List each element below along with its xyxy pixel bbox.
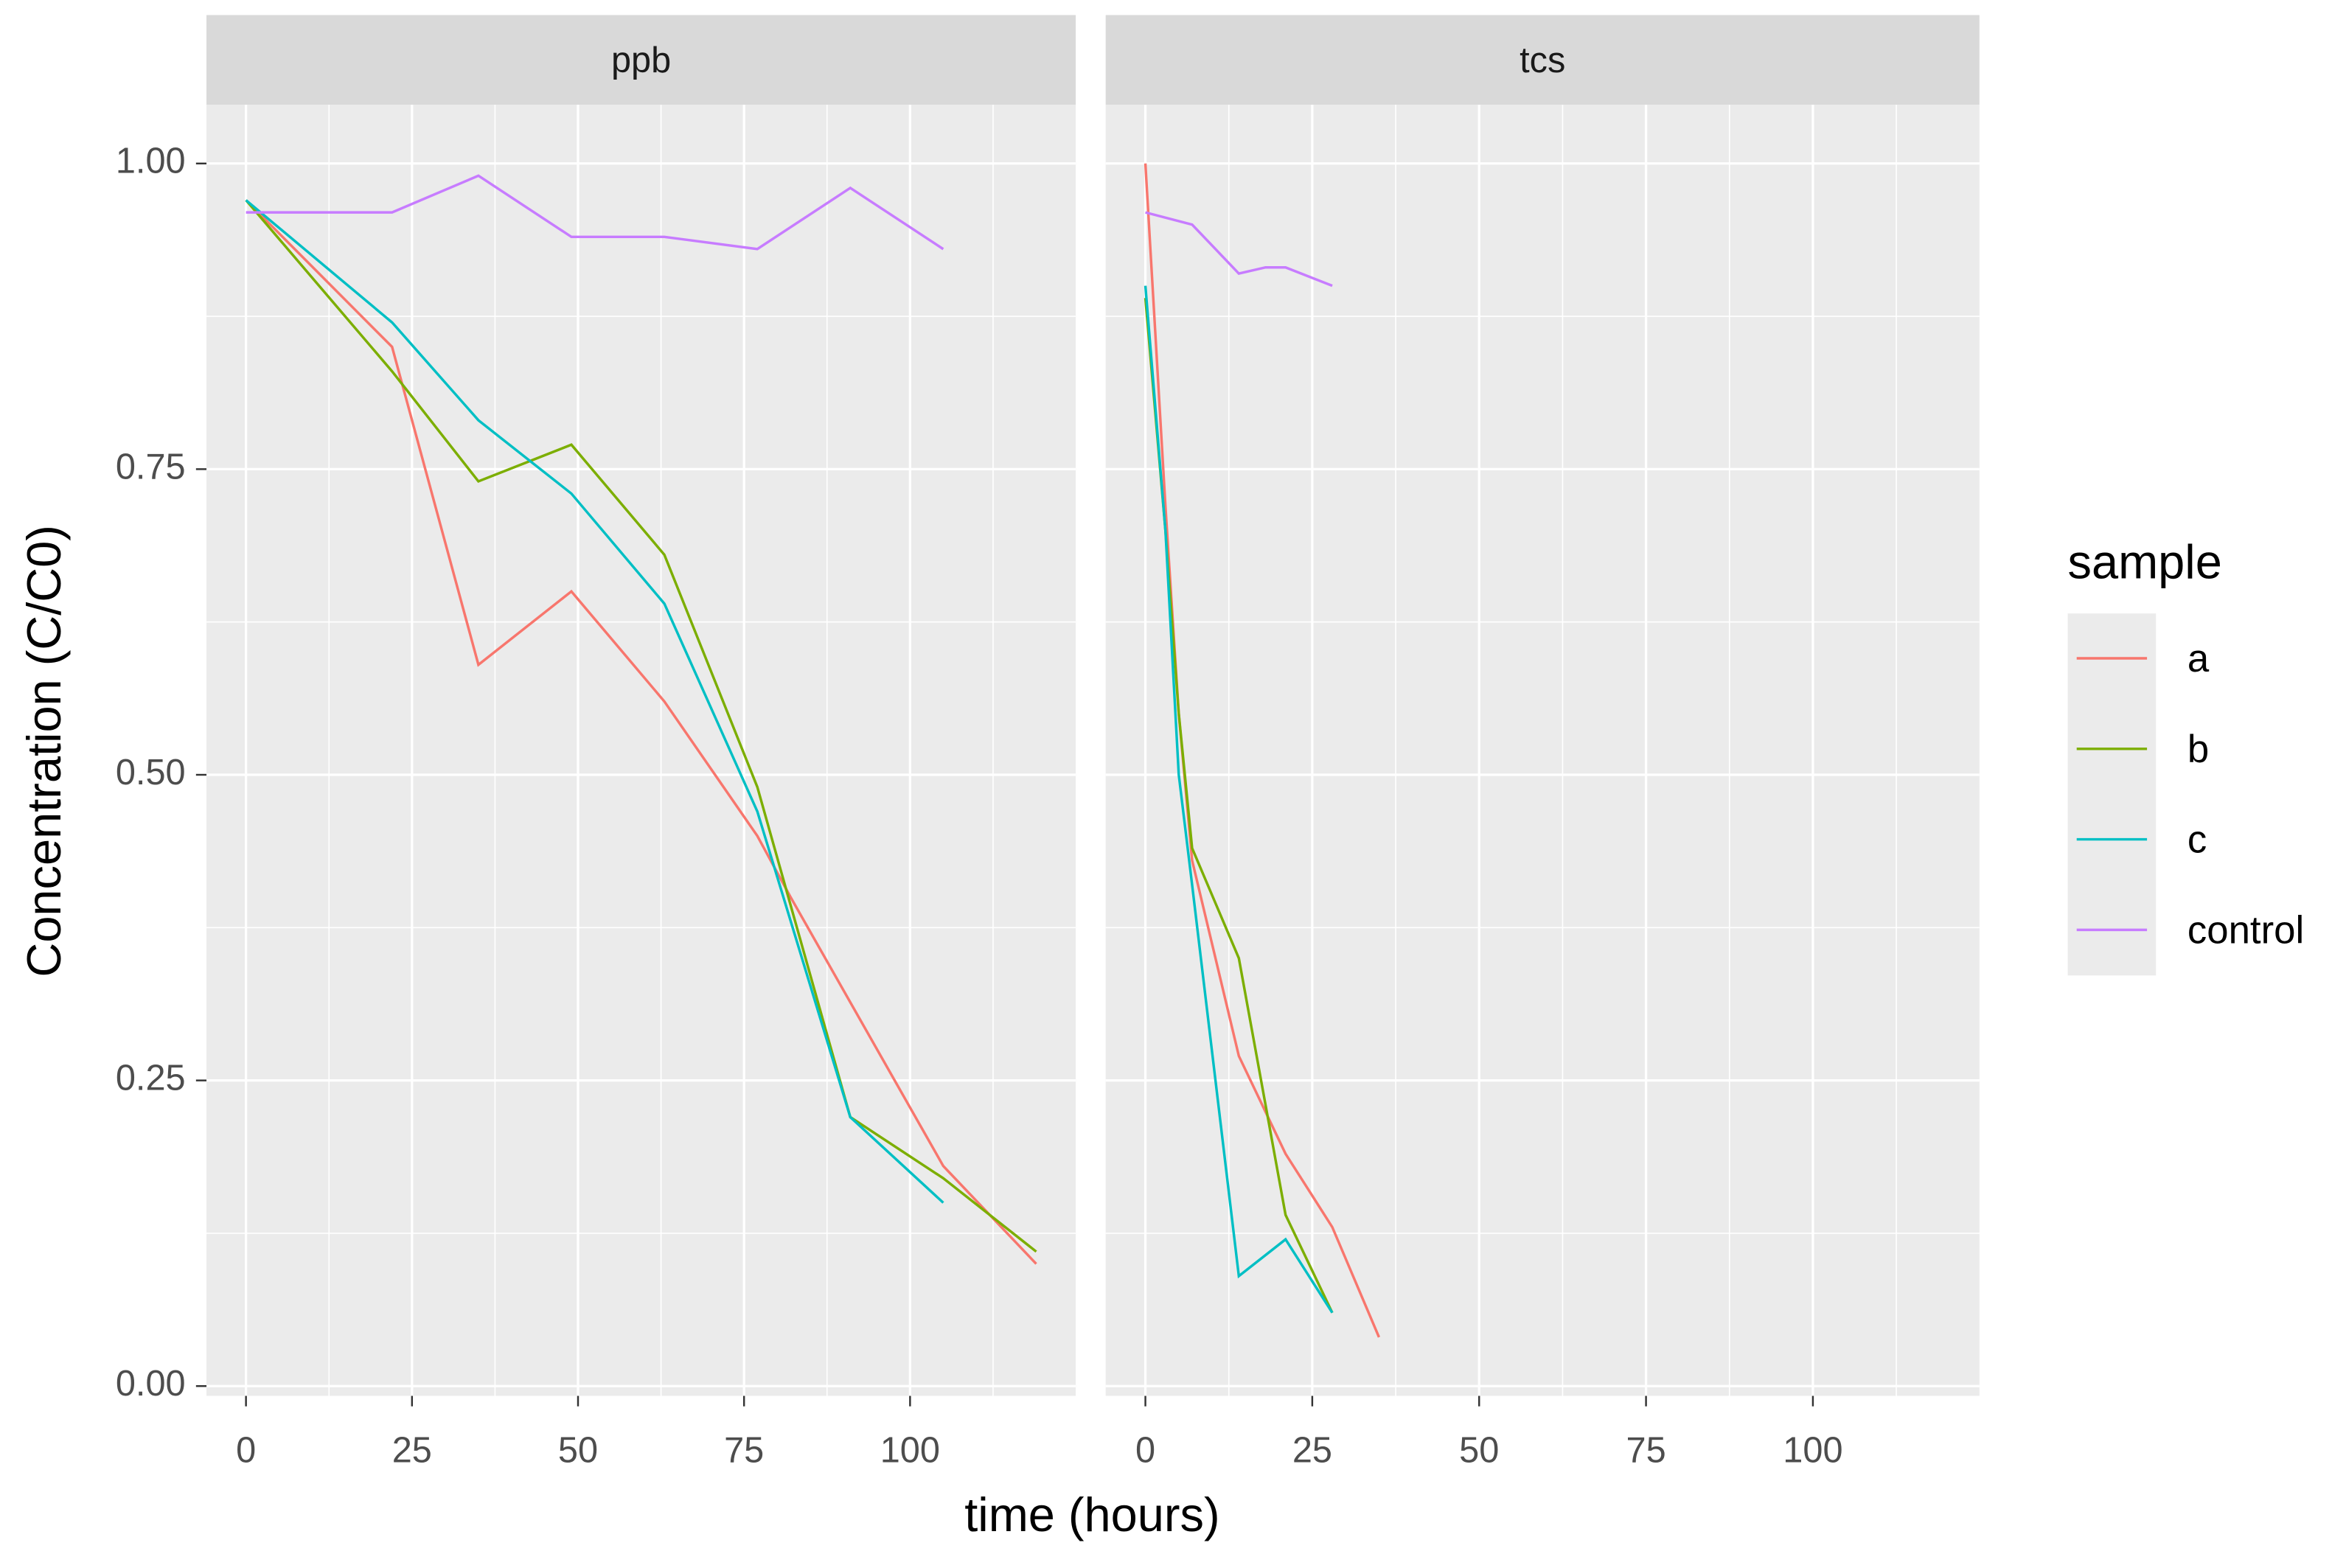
data-line [1144,285,1334,1314]
x-tick-label: 0 [1135,1430,1155,1470]
y-tick-label: 0.50 [116,753,186,792]
data-line [245,199,1037,1253]
legend-label: control [2187,908,2304,952]
data-line [246,174,944,251]
legend-key-background [2067,613,2157,976]
legend-title: sample [2068,534,2222,588]
legend-label: c [2187,818,2207,862]
x-tick-label: 25 [1292,1430,1332,1470]
y-tick-label: 0.00 [116,1364,186,1404]
data-line [1144,163,1381,1338]
panel-background [1105,105,1980,1396]
y-axis-title: Concentration (C/C0) [17,525,71,977]
x-tick-label: 25 [392,1430,432,1470]
x-tick-label: 75 [724,1430,764,1470]
legend-label: a [2187,637,2210,680]
panel-background [206,105,1076,1396]
x-tick-label: 0 [236,1430,256,1470]
strip-label: ppb [611,41,671,80]
strip-background [206,15,1076,105]
x-tick-label: 50 [558,1430,598,1470]
x-axis-title: time (hours) [964,1488,1219,1541]
y-tick-label: 0.75 [116,447,186,487]
data-line [1145,211,1333,288]
y-tick-label: 1.00 [116,142,186,181]
x-tick-label: 100 [1783,1430,1842,1470]
x-tick-label: 100 [880,1430,940,1470]
y-tick-label: 0.25 [116,1058,186,1098]
x-tick-label: 50 [1459,1430,1499,1470]
data-line [245,199,1037,1265]
legend-label: b [2187,728,2209,771]
data-line [245,199,944,1204]
x-tick-label: 75 [1626,1430,1666,1470]
strip-background [1105,15,1980,105]
strip-label: tcs [1520,41,1565,80]
